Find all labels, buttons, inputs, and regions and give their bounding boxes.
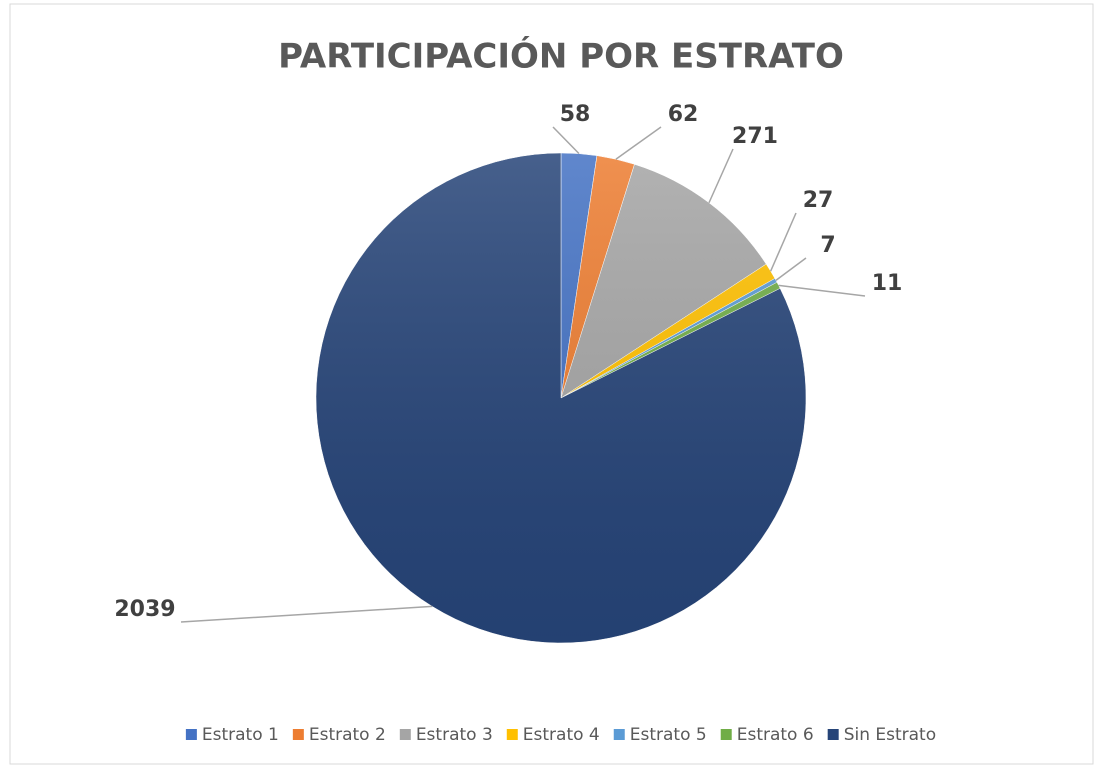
legend-label: Estrato 4 xyxy=(523,725,600,745)
data-label: 2039 xyxy=(114,597,175,622)
data-label: 58 xyxy=(560,102,591,127)
legend: Estrato 1 Estrato 2 Estrato 3 Estrato 4 Estr… xyxy=(185,725,936,745)
legend-label: Estrato 5 xyxy=(630,725,707,745)
data-label: 62 xyxy=(668,102,699,127)
legend-label: Estrato 6 xyxy=(737,725,814,745)
legend-swatch xyxy=(399,729,411,740)
data-label: 11 xyxy=(872,271,903,296)
chart-title: PARTICIPACIÓN POR ESTRATO xyxy=(278,36,844,77)
legend-label: Sin Estrato xyxy=(844,725,936,745)
legend-label: Estrato 3 xyxy=(416,725,493,745)
legend-swatch xyxy=(506,729,518,740)
legend-label: Estrato 1 xyxy=(202,725,279,745)
legend-swatch xyxy=(827,729,839,740)
legend-label: Estrato 2 xyxy=(309,725,386,745)
legend-swatch xyxy=(720,729,732,740)
data-label: 7 xyxy=(820,233,835,258)
data-label: 27 xyxy=(803,188,834,213)
data-label: 271 xyxy=(732,124,778,149)
legend-swatch xyxy=(613,729,625,740)
legend-swatch xyxy=(292,729,304,740)
legend-swatch xyxy=(185,729,197,740)
leader-line xyxy=(552,126,580,155)
